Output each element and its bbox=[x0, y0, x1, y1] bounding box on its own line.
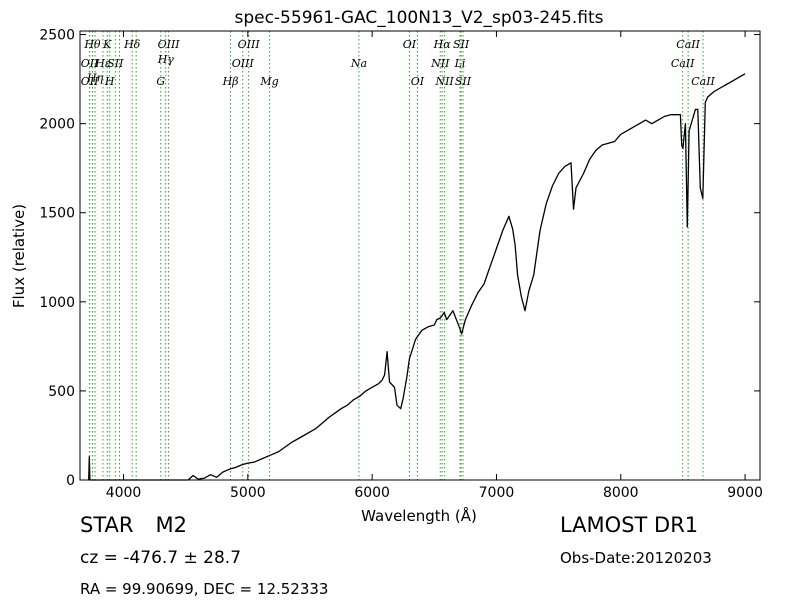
line-marker-label: Hγ bbox=[157, 53, 175, 66]
series-group bbox=[88, 73, 746, 481]
spectrum-line bbox=[88, 73, 746, 481]
y-axis-label: Flux (relative) bbox=[10, 204, 28, 308]
line-marker-label: Hθ bbox=[83, 38, 101, 51]
x-tick-label: 6000 bbox=[354, 485, 390, 501]
x-tick-label: 8000 bbox=[603, 485, 639, 501]
y-tick-label: 0 bbox=[66, 473, 75, 489]
line-marker-label: SII bbox=[453, 38, 470, 51]
chart-title: spec-55961-GAC_100N13_V2_sp03-245.fits bbox=[234, 8, 603, 28]
line-marker-label: Li bbox=[454, 57, 466, 70]
line-marker-label: NII bbox=[434, 75, 454, 88]
line-marker-label: OI bbox=[403, 38, 417, 51]
line-marker-label: OIII bbox=[238, 38, 261, 51]
line-marker-label: K bbox=[102, 38, 112, 51]
x-tick-label: 5000 bbox=[230, 485, 266, 501]
line-marker-label: CaII bbox=[676, 38, 700, 51]
y-tick-label: 500 bbox=[48, 384, 75, 400]
line-marker-label: OII bbox=[81, 57, 99, 70]
redshift-label: cz = -476.7 ± 28.7 bbox=[80, 548, 242, 568]
line-marker-label: OII bbox=[81, 75, 99, 88]
line-marker-label: Hβ bbox=[222, 75, 239, 88]
line-marker-label: CaII bbox=[671, 57, 695, 70]
x-tick-label: 9000 bbox=[727, 485, 763, 501]
line-marker-label: G bbox=[156, 75, 165, 88]
line-marker-label: NII bbox=[430, 57, 450, 70]
line-markers bbox=[89, 31, 704, 480]
line-marker-label: Mg bbox=[259, 75, 278, 88]
line-marker-label: SII bbox=[107, 57, 124, 70]
line-marker-label: OI bbox=[411, 75, 425, 88]
x-tick-label: 7000 bbox=[479, 485, 515, 501]
line-marker-label: Hδ bbox=[123, 38, 141, 51]
observation-date: Obs-Date:20120203 bbox=[560, 549, 712, 567]
line-marker-label: Hε bbox=[94, 57, 111, 70]
y-tick-label: 2000 bbox=[39, 117, 75, 133]
line-marker-label: Hα bbox=[433, 38, 452, 51]
line-marker-label: Na bbox=[350, 57, 367, 70]
y-tick-label: 1000 bbox=[39, 295, 75, 311]
plot-frame bbox=[79, 30, 761, 481]
subclass-label: M2 bbox=[155, 513, 187, 537]
x-tick-label: 4000 bbox=[106, 485, 142, 501]
line-marker-label: OIII bbox=[158, 38, 181, 51]
line-marker-label: Hη bbox=[86, 71, 104, 84]
coordinates-label: RA = 99.90699, DEC = 12.52333 bbox=[80, 580, 329, 598]
survey-label: LAMOST DR1 bbox=[560, 513, 699, 537]
line-marker-label: OIII bbox=[232, 57, 255, 70]
y-tick-label: 2500 bbox=[39, 28, 75, 44]
line-marker-label: H bbox=[104, 75, 115, 88]
class-label: STAR bbox=[80, 513, 134, 537]
line-marker-label: CaII bbox=[691, 75, 715, 88]
line-marker-label: SII bbox=[455, 75, 472, 88]
axis-ticks: 4000 5000 6000 7000 8000 9000 0 500 1000 1500 2000… bbox=[39, 28, 763, 501]
y-tick-label: 1500 bbox=[39, 206, 75, 222]
object-class: STAR M2 bbox=[80, 513, 187, 537]
x-axis-label: Wavelength (Å) bbox=[361, 506, 477, 525]
